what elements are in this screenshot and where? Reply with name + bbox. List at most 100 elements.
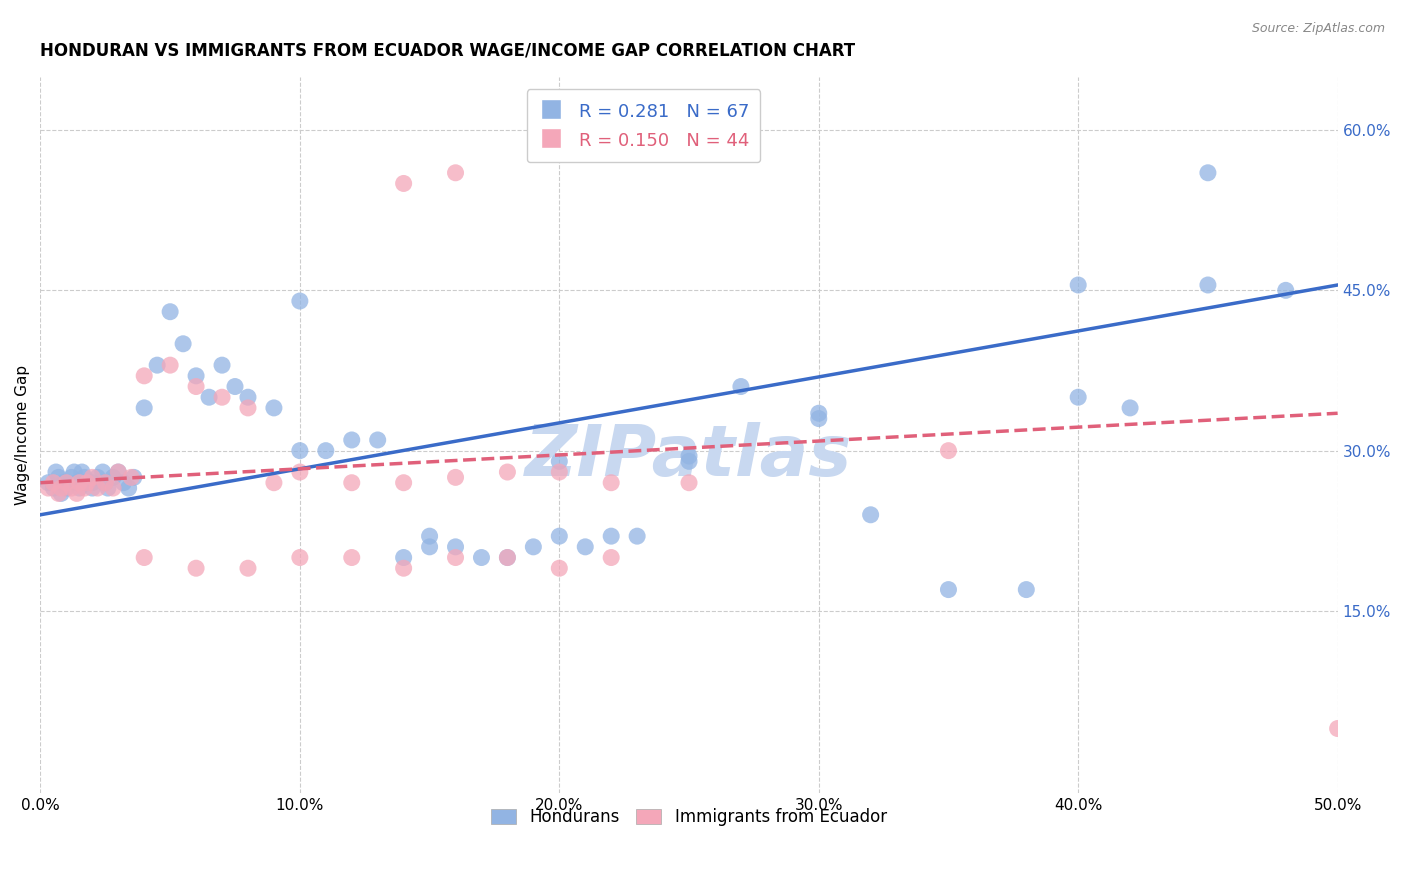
Point	[60, 481, 83, 495]
Point	[1197, 278, 1219, 293]
Point	[236, 401, 259, 415]
Point	[159, 304, 181, 318]
Point	[211, 390, 233, 404]
Point	[107, 465, 129, 479]
Point	[51, 481, 73, 495]
Point	[444, 470, 467, 484]
Point	[1067, 390, 1090, 404]
Point	[122, 470, 145, 484]
Point	[134, 368, 156, 383]
Point	[678, 475, 700, 490]
Point	[626, 529, 648, 543]
Point	[470, 550, 492, 565]
Point	[288, 550, 311, 565]
Point	[70, 465, 93, 479]
Point	[496, 550, 519, 565]
Point	[184, 561, 207, 575]
Point	[117, 481, 139, 495]
Point	[938, 582, 960, 597]
Point	[66, 475, 89, 490]
Point	[392, 475, 415, 490]
Point	[107, 465, 129, 479]
Point	[73, 481, 96, 495]
Point	[73, 470, 96, 484]
Point	[52, 475, 75, 490]
Point	[91, 465, 114, 479]
Point	[600, 550, 623, 565]
Point	[522, 540, 544, 554]
Point	[60, 470, 83, 484]
Point	[184, 368, 207, 383]
Point	[63, 465, 86, 479]
Legend: Hondurans, Immigrants from Ecuador: Hondurans, Immigrants from Ecuador	[482, 800, 896, 834]
Point	[55, 475, 77, 490]
Point	[496, 550, 519, 565]
Point	[45, 465, 67, 479]
Point	[172, 336, 194, 351]
Point	[146, 358, 169, 372]
Point	[48, 470, 70, 484]
Point	[224, 379, 246, 393]
Point	[548, 561, 571, 575]
Point	[42, 475, 65, 490]
Point	[392, 177, 415, 191]
Point	[82, 481, 104, 495]
Point	[496, 465, 519, 479]
Point	[236, 390, 259, 404]
Point	[211, 358, 233, 372]
Point	[444, 166, 467, 180]
Point	[67, 475, 90, 490]
Point	[134, 550, 156, 565]
Point	[1197, 166, 1219, 180]
Point	[548, 454, 571, 468]
Text: ZIPatlas: ZIPatlas	[526, 422, 852, 491]
Point	[120, 470, 142, 484]
Point	[55, 481, 77, 495]
Point	[66, 486, 89, 500]
Point	[82, 470, 104, 484]
Text: HONDURAN VS IMMIGRANTS FROM ECUADOR WAGE/INCOME GAP CORRELATION CHART: HONDURAN VS IMMIGRANTS FROM ECUADOR WAGE…	[41, 42, 855, 60]
Point	[730, 379, 752, 393]
Point	[1119, 401, 1142, 415]
Point	[86, 470, 108, 484]
Point	[444, 540, 467, 554]
Point	[94, 475, 117, 490]
Point	[1326, 722, 1348, 736]
Point	[101, 481, 124, 495]
Point	[101, 470, 124, 484]
Point	[159, 358, 181, 372]
Point	[600, 475, 623, 490]
Point	[1274, 283, 1296, 297]
Point	[76, 475, 98, 490]
Point	[574, 540, 596, 554]
Point	[55, 475, 77, 490]
Point	[97, 481, 120, 495]
Point	[94, 475, 117, 490]
Point	[444, 550, 467, 565]
Point	[340, 433, 363, 447]
Point	[134, 401, 156, 415]
Point	[51, 486, 73, 500]
Point	[340, 475, 363, 490]
Point	[315, 443, 337, 458]
Point	[67, 481, 90, 495]
Point	[678, 454, 700, 468]
Point	[678, 449, 700, 463]
Y-axis label: Wage/Income Gap: Wage/Income Gap	[15, 365, 30, 505]
Point	[112, 475, 135, 490]
Point	[288, 443, 311, 458]
Point	[198, 390, 221, 404]
Point	[367, 433, 389, 447]
Point	[419, 540, 441, 554]
Text: Source: ZipAtlas.com: Source: ZipAtlas.com	[1251, 22, 1385, 36]
Point	[82, 475, 104, 490]
Point	[76, 475, 98, 490]
Point	[938, 443, 960, 458]
Point	[600, 529, 623, 543]
Point	[392, 550, 415, 565]
Point	[392, 561, 415, 575]
Point	[42, 481, 65, 495]
Point	[859, 508, 882, 522]
Point	[288, 293, 311, 308]
Point	[48, 486, 70, 500]
